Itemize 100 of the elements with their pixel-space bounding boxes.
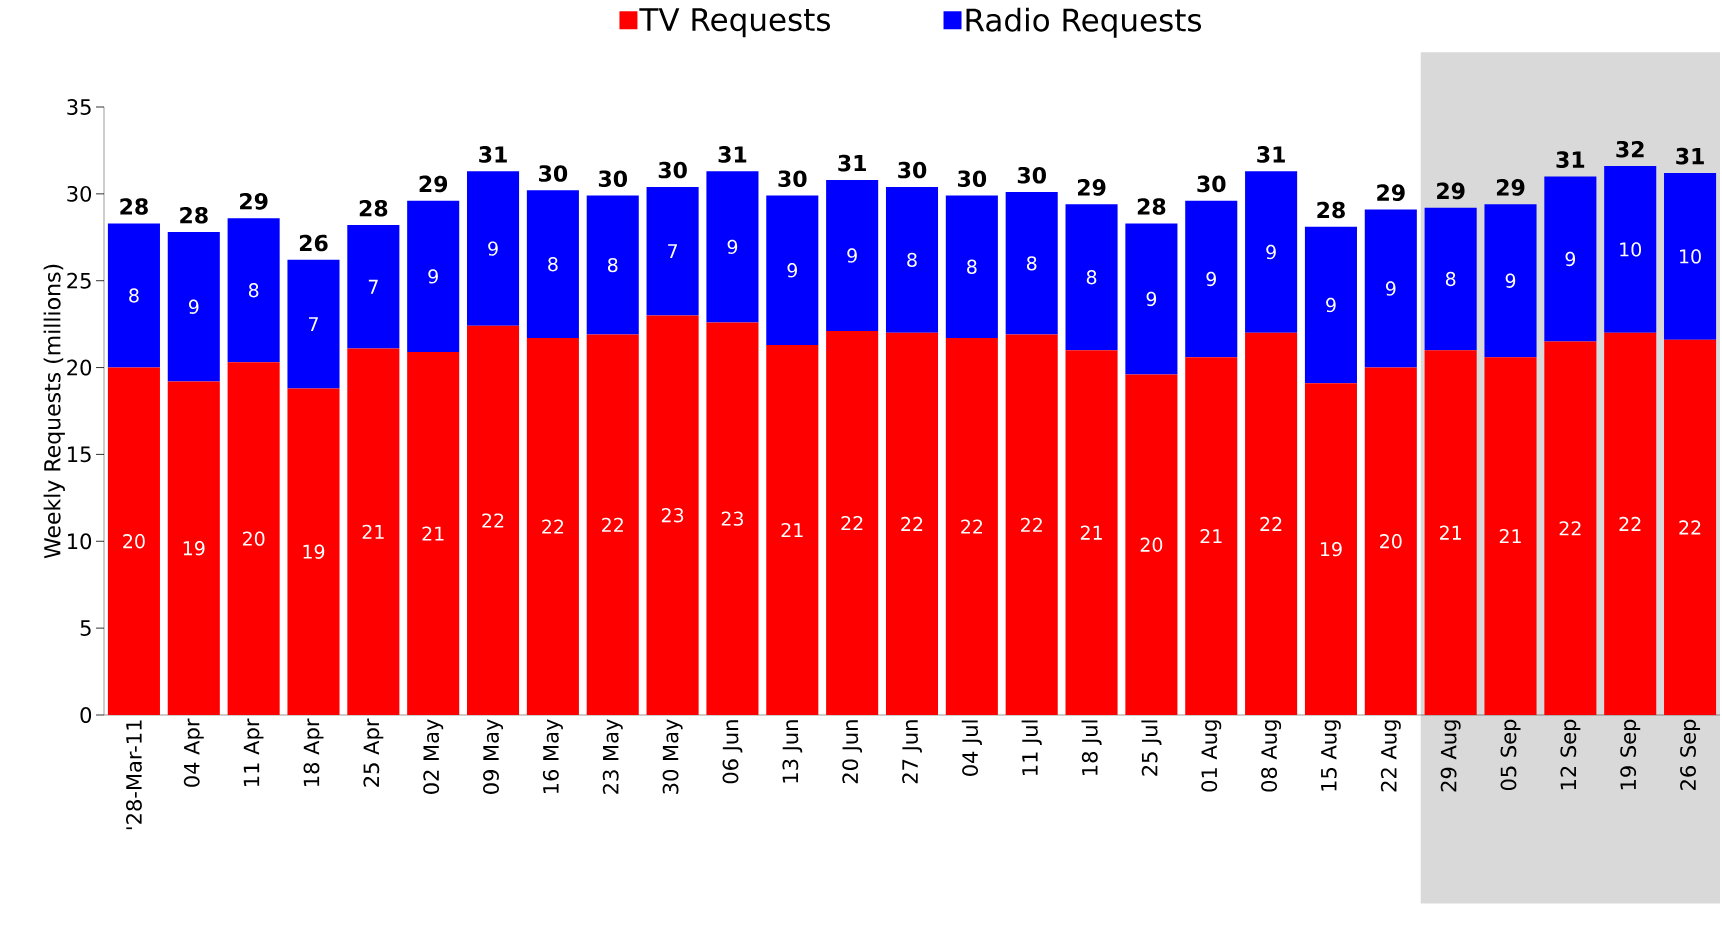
total-label: 28 bbox=[180, 206, 208, 224]
bar bbox=[1125, 374, 1178, 715]
data-label: 21 bbox=[1439, 525, 1461, 540]
bar bbox=[1005, 334, 1058, 715]
data-label: 22 bbox=[1021, 517, 1042, 532]
y-tick-label: 25 bbox=[67, 272, 91, 289]
data-label: 9 bbox=[428, 269, 438, 284]
data-label: 19 bbox=[1320, 541, 1342, 557]
data-label: 21 bbox=[362, 524, 384, 539]
bar bbox=[646, 186, 699, 316]
total-label: 28 bbox=[1317, 201, 1345, 219]
bar bbox=[407, 351, 460, 715]
x-tick-label: 04 Jul bbox=[961, 720, 982, 776]
total-label: 26 bbox=[299, 234, 328, 252]
x-tick-label: 05 Sep bbox=[1500, 719, 1521, 791]
total-label: 29 bbox=[1377, 184, 1405, 201]
data-label: 22 bbox=[542, 519, 564, 534]
bar bbox=[526, 190, 579, 339]
total-label: 30 bbox=[658, 161, 687, 179]
x-tick-label: 22 Aug bbox=[1380, 720, 1401, 792]
bar bbox=[1364, 367, 1417, 715]
data-label: 20 bbox=[242, 531, 265, 546]
bar bbox=[885, 186, 939, 333]
bar bbox=[826, 179, 879, 332]
bar bbox=[885, 332, 939, 715]
bar bbox=[467, 325, 520, 715]
data-label: 8 bbox=[1445, 271, 1456, 287]
x-tick-label: 11 Apr bbox=[243, 718, 264, 786]
data-label: 20 bbox=[1140, 537, 1163, 552]
data-label: 22 bbox=[602, 517, 623, 532]
bar bbox=[1604, 166, 1657, 333]
data-label: 8 bbox=[607, 257, 618, 273]
total-label: 30 bbox=[598, 170, 627, 188]
bar bbox=[1484, 357, 1537, 715]
x-tick-label: 06 Jun bbox=[722, 720, 743, 784]
bar bbox=[107, 223, 160, 368]
data-label: 7 bbox=[309, 317, 318, 332]
x-tick-label: 01 Aug bbox=[1201, 720, 1222, 792]
data-label: 9 bbox=[727, 239, 738, 255]
data-label: 22 bbox=[901, 516, 923, 531]
total-label: 30 bbox=[898, 161, 927, 179]
bar bbox=[1245, 171, 1298, 333]
x-tick-label: 25 Apr bbox=[363, 718, 384, 787]
bar bbox=[107, 367, 160, 715]
data-label: 19 bbox=[303, 544, 325, 559]
y-axis-title: Weekly Requests (millions) bbox=[43, 264, 65, 559]
data-label: 8 bbox=[548, 257, 558, 272]
data-label: 9 bbox=[1385, 281, 1396, 296]
bar bbox=[1664, 173, 1717, 340]
total-label: 31 bbox=[1257, 146, 1285, 163]
bar bbox=[1304, 226, 1357, 384]
bar bbox=[167, 381, 220, 715]
total-label: 29 bbox=[1496, 179, 1525, 196]
data-label: 21 bbox=[1080, 525, 1102, 540]
y-tick-label: 10 bbox=[68, 533, 92, 550]
bar bbox=[407, 200, 460, 352]
bar bbox=[1245, 332, 1298, 715]
bar bbox=[706, 322, 759, 715]
y-tick-label: 35 bbox=[67, 99, 91, 115]
data-label: 20 bbox=[123, 534, 145, 549]
bar bbox=[1664, 339, 1717, 715]
x-tick-label: 02 May bbox=[423, 719, 444, 794]
data-label: 22 bbox=[1679, 520, 1701, 535]
data-label: 21 bbox=[1499, 529, 1521, 544]
bar bbox=[766, 344, 819, 715]
data-label: 10 bbox=[1680, 249, 1701, 264]
total-label: 30 bbox=[1017, 166, 1046, 184]
data-label: 7 bbox=[668, 244, 678, 259]
y-tick-label: 5 bbox=[80, 620, 91, 636]
bar bbox=[467, 171, 520, 326]
data-label: 8 bbox=[907, 252, 917, 268]
data-label: 21 bbox=[422, 526, 444, 541]
data-label: 22 bbox=[1619, 516, 1641, 531]
x-tick-label: 25 Jul bbox=[1141, 720, 1162, 776]
data-label: 8 bbox=[1026, 256, 1037, 271]
bar bbox=[1364, 209, 1417, 368]
data-label: 9 bbox=[787, 263, 797, 278]
bar bbox=[766, 195, 819, 345]
legend-label: TV Requests bbox=[639, 8, 830, 38]
bar bbox=[586, 334, 639, 715]
x-tick-label: 15 Aug bbox=[1321, 720, 1341, 791]
data-label: 8 bbox=[248, 283, 259, 298]
data-label: 9 bbox=[1266, 244, 1276, 260]
total-label: 30 bbox=[1197, 175, 1226, 193]
total-label: 30 bbox=[778, 170, 807, 188]
bar bbox=[287, 259, 340, 389]
data-label: 9 bbox=[1505, 273, 1516, 288]
data-label: 9 bbox=[488, 241, 498, 256]
data-label: 9 bbox=[1146, 291, 1157, 307]
data-label: 22 bbox=[1559, 521, 1581, 536]
bar bbox=[1185, 200, 1238, 358]
bar bbox=[227, 218, 280, 363]
bar bbox=[1424, 350, 1477, 715]
bar bbox=[1484, 204, 1537, 358]
data-label: 23 bbox=[661, 508, 684, 523]
total-label: 29 bbox=[419, 175, 448, 193]
bar bbox=[167, 232, 220, 382]
x-tick-label: 12 Sep bbox=[1560, 719, 1581, 790]
data-label: 8 bbox=[1086, 270, 1097, 285]
total-label: 31 bbox=[1556, 151, 1585, 168]
